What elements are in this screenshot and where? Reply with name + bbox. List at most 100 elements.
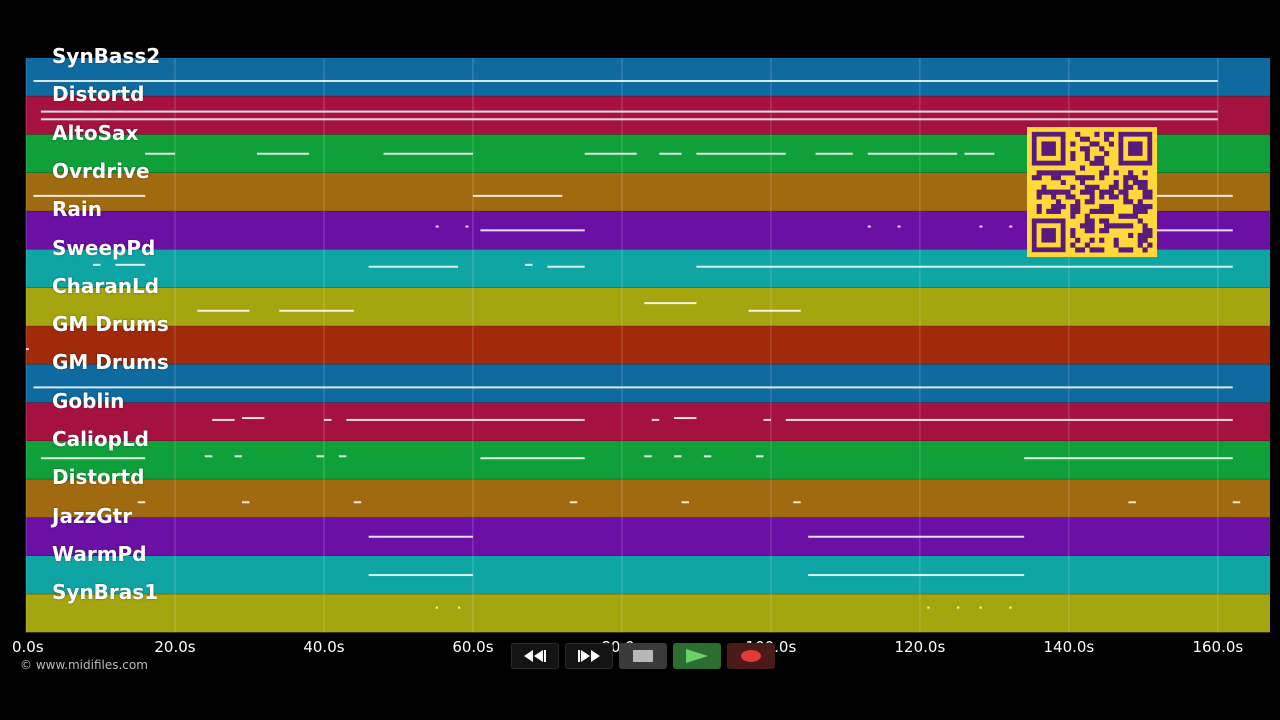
fast-forward-button[interactable] xyxy=(565,643,613,669)
note[interactable] xyxy=(316,455,324,458)
track-lane[interactable] xyxy=(26,364,1270,403)
note[interactable] xyxy=(785,418,1233,421)
note[interactable] xyxy=(472,194,563,197)
note[interactable] xyxy=(674,455,682,458)
note[interactable] xyxy=(1009,225,1013,228)
note[interactable] xyxy=(458,606,461,609)
note[interactable] xyxy=(1009,606,1012,609)
note[interactable] xyxy=(204,455,213,458)
note[interactable] xyxy=(115,263,146,266)
note[interactable] xyxy=(234,455,243,458)
note[interactable] xyxy=(279,309,354,312)
note[interactable] xyxy=(815,152,853,155)
note[interactable] xyxy=(808,574,1025,577)
note[interactable] xyxy=(927,606,930,609)
note[interactable] xyxy=(383,152,473,155)
note[interactable] xyxy=(569,501,578,504)
note[interactable] xyxy=(897,225,901,228)
note[interactable] xyxy=(1024,457,1233,460)
rewind-icon xyxy=(524,650,546,662)
note[interactable] xyxy=(703,455,712,458)
note[interactable] xyxy=(435,606,438,609)
note[interactable] xyxy=(480,229,585,232)
note[interactable] xyxy=(756,455,764,458)
note[interactable] xyxy=(346,418,585,421)
note[interactable] xyxy=(1128,501,1136,504)
note[interactable] xyxy=(368,535,473,538)
note[interactable] xyxy=(584,152,637,155)
track-lane[interactable] xyxy=(26,555,1270,595)
note[interactable] xyxy=(242,417,265,420)
stop-button[interactable] xyxy=(619,643,667,669)
note[interactable] xyxy=(659,152,682,155)
note[interactable] xyxy=(793,501,801,504)
track-lane[interactable] xyxy=(26,326,1270,365)
note[interactable] xyxy=(867,152,958,155)
note[interactable] xyxy=(674,417,697,420)
note[interactable] xyxy=(770,152,786,155)
track-lane[interactable] xyxy=(26,441,1270,480)
note[interactable] xyxy=(338,455,347,458)
note[interactable] xyxy=(480,457,585,460)
note[interactable] xyxy=(145,152,175,155)
tick-label: 60.0s xyxy=(452,638,494,656)
track-label: AltoSax xyxy=(52,120,139,145)
note[interactable] xyxy=(867,225,871,228)
note[interactable] xyxy=(33,194,146,197)
note[interactable] xyxy=(33,79,1218,82)
note[interactable] xyxy=(26,348,29,351)
note[interactable] xyxy=(465,225,469,228)
track-label: Distortd xyxy=(52,465,145,490)
track-lane[interactable] xyxy=(26,287,1270,327)
note[interactable] xyxy=(40,110,1218,113)
track-label: JazzGtr xyxy=(52,503,133,528)
note[interactable] xyxy=(681,501,689,504)
stop-icon xyxy=(633,650,653,662)
note[interactable] xyxy=(212,418,235,421)
track-label: SynBras1 xyxy=(52,580,159,605)
note[interactable] xyxy=(33,386,1233,389)
note[interactable] xyxy=(644,455,652,458)
note[interactable] xyxy=(197,309,250,312)
note[interactable] xyxy=(353,501,362,504)
track-lane[interactable] xyxy=(26,594,1270,633)
note[interactable] xyxy=(93,263,101,266)
note[interactable] xyxy=(137,501,146,504)
play-button[interactable] xyxy=(673,643,721,669)
note[interactable] xyxy=(748,309,801,312)
track-label: CharanLd xyxy=(52,273,160,298)
note[interactable] xyxy=(808,535,1025,538)
copyright-text: © www.midifiles.com xyxy=(20,658,148,672)
rewind-button[interactable] xyxy=(511,643,559,669)
note[interactable] xyxy=(435,225,439,228)
note[interactable] xyxy=(323,418,332,421)
tick-label: 40.0s xyxy=(303,638,345,656)
note[interactable] xyxy=(256,152,310,155)
track-label: GM Drums xyxy=(52,350,169,375)
record-button[interactable] xyxy=(727,643,775,669)
note[interactable] xyxy=(696,265,1233,268)
track-label: SynBass2 xyxy=(52,44,161,68)
note[interactable] xyxy=(547,265,585,268)
note[interactable] xyxy=(40,457,146,460)
track-lane[interactable] xyxy=(26,479,1270,518)
note[interactable] xyxy=(763,418,771,421)
note[interactable] xyxy=(964,152,995,155)
note[interactable] xyxy=(957,606,960,609)
note[interactable] xyxy=(979,606,982,609)
note[interactable] xyxy=(644,302,697,305)
note[interactable] xyxy=(696,152,771,155)
note[interactable] xyxy=(651,418,660,421)
note[interactable] xyxy=(242,501,250,504)
note[interactable] xyxy=(979,225,983,228)
track-lane[interactable] xyxy=(26,58,1270,97)
note[interactable] xyxy=(40,118,1218,121)
track-lane[interactable] xyxy=(26,402,1270,441)
note[interactable] xyxy=(1232,501,1241,504)
note[interactable] xyxy=(368,574,473,577)
track-label: Distortd xyxy=(52,82,145,107)
track-lane[interactable] xyxy=(26,517,1270,556)
note[interactable] xyxy=(525,263,533,266)
note[interactable] xyxy=(368,265,459,268)
